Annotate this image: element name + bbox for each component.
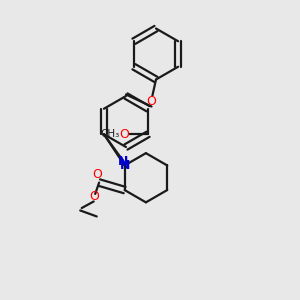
Text: O: O [119,128,129,141]
Text: CH₃: CH₃ [100,129,119,139]
Text: N: N [118,155,129,168]
Text: O: O [89,190,99,203]
Text: O: O [147,94,156,108]
Text: N: N [119,159,130,172]
Text: O: O [92,168,102,181]
